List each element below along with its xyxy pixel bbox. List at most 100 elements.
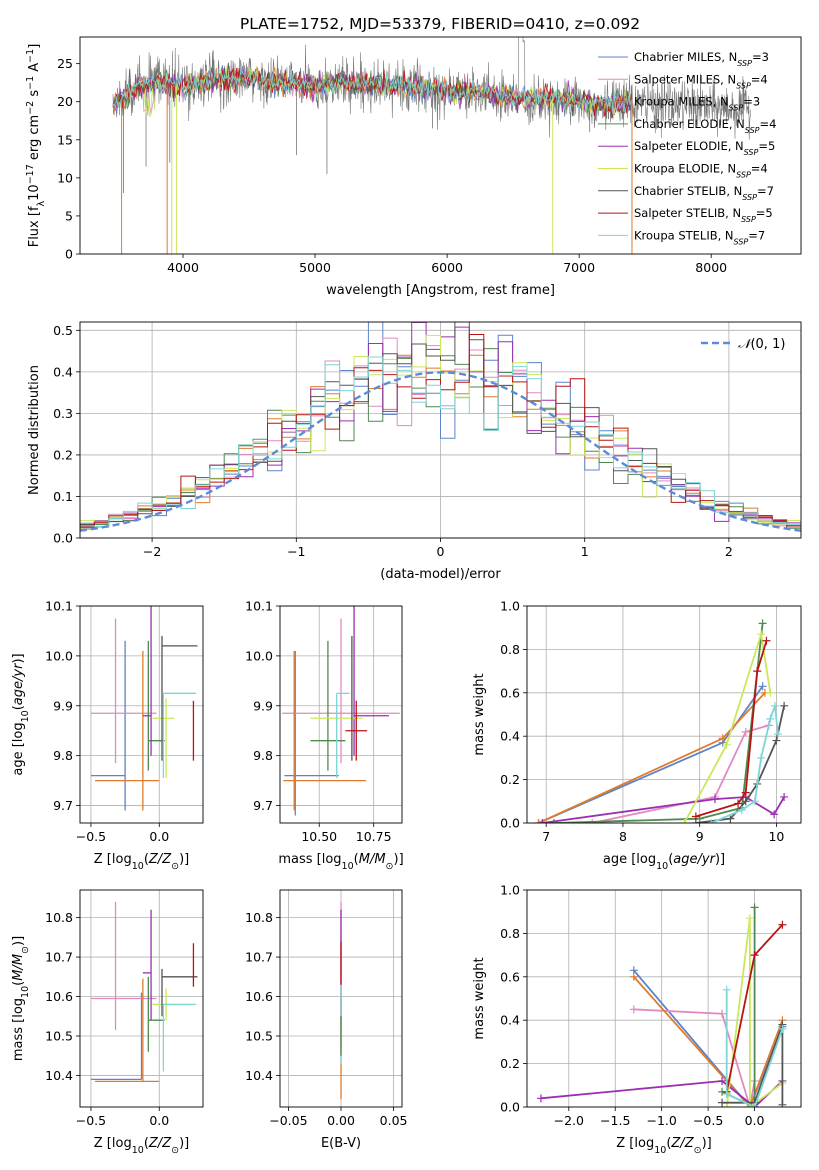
model-spectrum-8: [112, 66, 632, 117]
spectrum-y-axis-label: Flux [fλ10−17 erg cm−2 s−1 A−1]: [25, 44, 47, 248]
y-tick-label: 9.9: [253, 698, 273, 713]
mass_vs_ebv-x-axis-label: E(B-V): [321, 1136, 361, 1151]
weight-marker: [757, 630, 766, 639]
weight-marker: [718, 1098, 727, 1107]
y-tick-label: 1.0: [500, 883, 520, 898]
residual-histogram-5: [80, 334, 801, 526]
weight-marker: [629, 972, 638, 981]
legend-entry-8: Kroupa STELIB, NSSP=7: [634, 228, 765, 246]
weight-marker: [778, 1024, 787, 1033]
y-tick-label: 0.3: [53, 406, 73, 421]
y-tick-label: 0.1: [53, 489, 73, 504]
weight-marker: [536, 1094, 545, 1103]
x-tick-label: −1: [287, 544, 305, 559]
y-tick-label: 20: [57, 94, 73, 109]
y-tick-label: 10.6: [245, 989, 273, 1004]
axes-frame: [79, 321, 802, 539]
age_vs_Z-axes: −0.5 0.0 9.7 9.8 9.9 10.0 10.1 Z [log10(Z/Z⊙)] a…: [11, 599, 204, 872]
x-tick-label: 0.05: [380, 1113, 408, 1128]
errorbar-point-6: [161, 635, 198, 761]
y-tick-label: 9.7: [253, 798, 273, 813]
weight-marker: [762, 636, 771, 645]
weight-marker: [718, 1009, 727, 1018]
y-tick-label: 9.9: [53, 698, 73, 713]
x-tick-label: 10.75: [356, 829, 392, 844]
y-tick-label: 0.0: [500, 1100, 520, 1115]
x-tick-label: 0: [437, 544, 445, 559]
axes-frame: [79, 36, 802, 255]
residuals-y-axis-label: Normed distribution: [27, 365, 42, 495]
age_vs_Z-y-axis-label: age [log10(age/yr)]: [11, 653, 31, 775]
x-tick-label: 8000: [695, 260, 727, 275]
weight-marker: [770, 810, 779, 819]
errorbar-point-0: [90, 640, 126, 811]
y-tick-label: 9.8: [253, 748, 273, 763]
x-tick-label: −0.5: [76, 829, 106, 844]
weight-marker: [757, 753, 766, 762]
spectrum-plot-area: [112, 37, 752, 254]
weight-marker: [588, 819, 597, 823]
y-tick-label: 0.8: [500, 642, 520, 657]
errorbar-point-4: [142, 606, 152, 756]
age_vs_Z-plot-area: [90, 606, 198, 811]
weight-marker: [745, 914, 754, 923]
weight-marker: [778, 1100, 787, 1107]
y-tick-label: 0.2: [500, 1056, 520, 1071]
weight-marker: [722, 985, 731, 994]
y-tick-label: 0: [65, 247, 73, 262]
errorbar-point-7: [345, 700, 368, 761]
legend-entry-4: Salpeter ELODIE, NSSP=5: [634, 139, 775, 157]
weight-marker: [718, 1076, 727, 1085]
spectrum-axes: 4000 5000 6000 7000 8000 0 5 10 15 20 25 wavelength…: [25, 36, 802, 298]
y-tick-label: 10.6: [45, 989, 73, 1004]
y-tick-label: 10.8: [45, 910, 73, 925]
legend-entry-0: Chabrier MILES, NSSP=3: [634, 50, 769, 68]
errorbar-point-2: [95, 978, 160, 1083]
spectrum-legend: Chabrier MILES, NSSP=3 Salpeter MILES, NS…: [598, 50, 776, 246]
y-tick-label: 0.2: [53, 447, 73, 462]
weight_vs_age-y-axis-label: mass weight: [472, 673, 487, 755]
axes-frame: [526, 605, 802, 824]
residuals-plot-area: [80, 322, 801, 532]
residual-histogram-6: [80, 322, 801, 527]
y-tick-label: 10.4: [45, 1068, 73, 1083]
weight-marker: [726, 814, 735, 823]
y-tick-label: 10.5: [245, 1028, 273, 1043]
weight-marker: [741, 727, 750, 736]
weight-marker: [734, 799, 743, 808]
axes-frame: [79, 889, 204, 1108]
weight-marker: [629, 1005, 638, 1014]
weight-marker: [753, 667, 762, 676]
weight-marker: [772, 736, 781, 745]
spectrum-x-axis-label: wavelength [Angstrom, rest frame]: [326, 283, 555, 298]
weight-marker: [741, 788, 750, 797]
weight-marker: [718, 734, 727, 743]
mass_vs_Z-plot-area: [90, 901, 198, 1083]
weight-series-7: [691, 636, 771, 821]
legend-entry-2: Kroupa MILES, NSSP=3: [634, 95, 760, 113]
plot-layer: 4000 5000 6000 7000 80000510152025wavelength…: [11, 36, 802, 1156]
errorbar-point-6: [161, 968, 198, 1017]
x-tick-label: −2.0: [554, 1113, 584, 1128]
x-tick-label: 6000: [431, 260, 463, 275]
weight-marker: [722, 1103, 731, 1107]
errorbar-point-4: [353, 606, 389, 756]
x-tick-label: −1.5: [600, 1113, 630, 1128]
x-tick-label: 7000: [563, 260, 595, 275]
x-tick-label: 0.0: [745, 1113, 765, 1128]
y-tick-label: 10: [57, 170, 73, 185]
legend-entry-gaussian: 𝒩(0, 1): [738, 337, 785, 352]
age_vs_mass-plot-area: [282, 606, 400, 816]
weight-line: [722, 1024, 784, 1105]
errorbar-point-1: [90, 618, 157, 764]
weight-marker: [766, 688, 775, 697]
weight_vs_age-x-axis-label: age [log10(age/yr)]: [603, 852, 725, 872]
weight-marker: [766, 714, 775, 723]
mass_vs_Z-x-axis-label: Z [log10(Z/Z⊙)]: [94, 1136, 189, 1156]
y-tick-label: 1.0: [500, 599, 520, 614]
weight-marker: [691, 812, 700, 821]
weight-line: [683, 633, 772, 823]
weight-marker: [722, 1089, 731, 1098]
weight-line: [592, 724, 770, 823]
